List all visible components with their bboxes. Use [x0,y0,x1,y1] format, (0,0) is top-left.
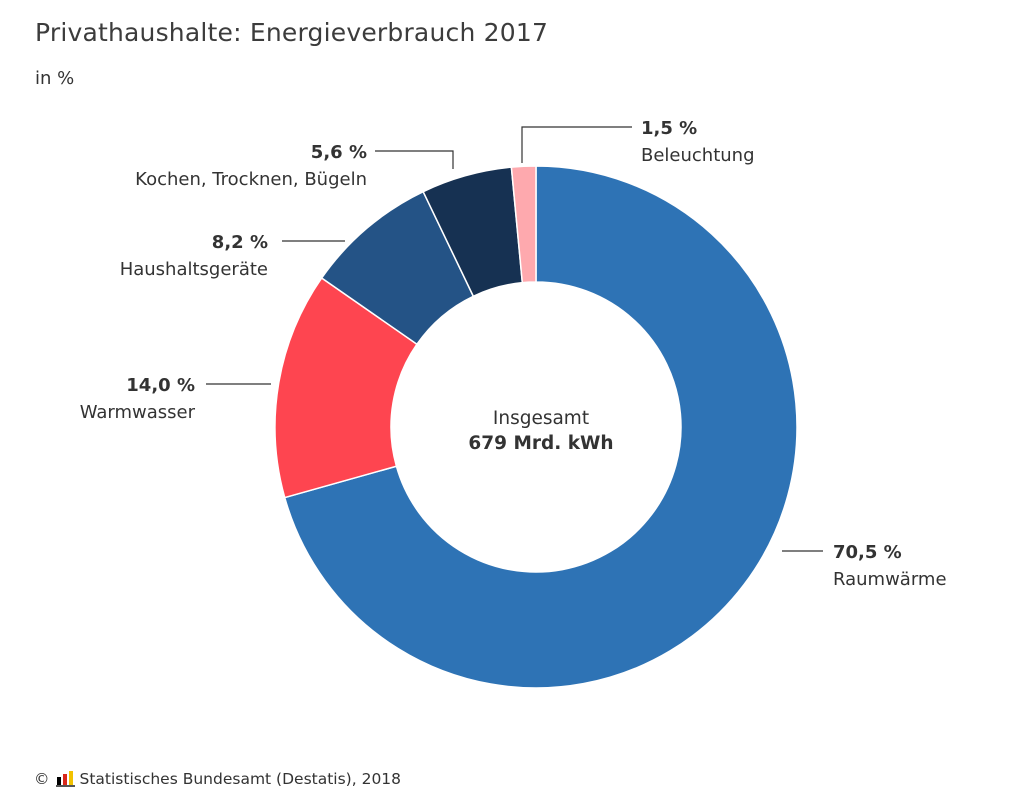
value-label-raumwaerme: 70,5 % [833,542,902,563]
copyright-symbol: © [34,770,50,788]
donut-chart: 70,5 % Raumwärme 14,0 % Warmwasser 8,2 % Haus… [80,118,947,689]
leader-line-kochen-trocknen-buegeln [375,150,454,169]
donut-slices [274,165,798,689]
leader-line-beleuchtung [521,126,632,163]
value-label-kochen-trocknen-buegeln: 5,6 % [311,142,367,163]
value-label-haushaltsgeraete: 8,2 % [212,232,268,253]
leader-lines [206,126,823,552]
slice-beleuchtung [510,165,537,284]
category-label-beleuchtung: Beleuchtung [641,145,755,166]
center-label: Insgesamt [493,408,589,429]
category-label-raumwaerme: Raumwärme [833,569,947,590]
value-label-warmwasser: 14,0 % [126,375,195,396]
destatis-logo-icon [55,771,75,787]
footer-source: Statistisches Bundesamt (Destatis), 2018 [79,770,402,788]
center-value: 679 Mrd. kWh [468,433,613,454]
category-label-kochen-trocknen-buegeln: Kochen, Trocknen, Bügeln [135,169,367,190]
category-label-warmwasser: Warmwasser [80,402,196,423]
chart-title: Privathaushalte: Energieverbrauch 2017 [35,18,549,47]
slice-warmwasser [274,276,418,499]
value-label-beleuchtung: 1,5 % [641,118,697,139]
slice-labels: 70,5 % Raumwärme 14,0 % Warmwasser 8,2 % Haus… [80,118,947,590]
chart-subtitle: in % [35,68,75,89]
slice-raumwaerme [283,165,798,689]
category-label-haushaltsgeraete: Haushaltsgeräte [120,259,268,280]
footer: © Statistisches Bundesamt (Destatis), 20… [34,770,401,788]
